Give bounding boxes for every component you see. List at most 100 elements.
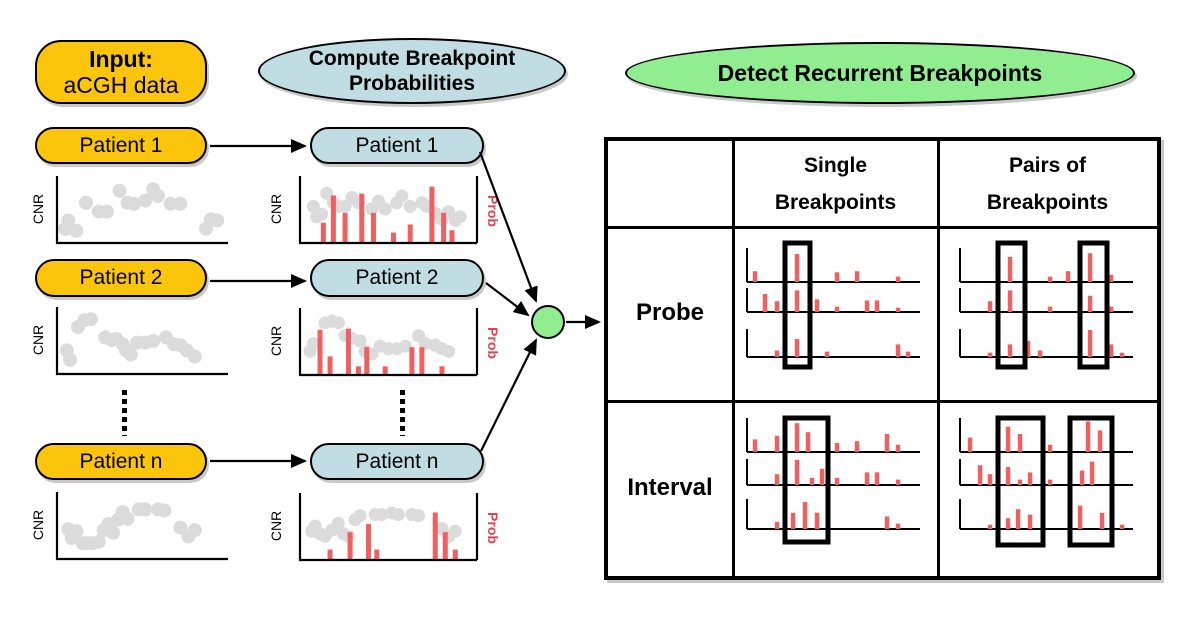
cnr-scatter-chart-patient-1 bbox=[55, 176, 228, 245]
mini-bar bbox=[1007, 256, 1013, 282]
cnr-dot bbox=[151, 189, 165, 203]
header-pairs-line2: Breakpoints bbox=[986, 191, 1109, 214]
prob-bar bbox=[330, 195, 336, 243]
cnr-dot bbox=[187, 523, 202, 538]
cnr-dot bbox=[187, 349, 202, 364]
mini-bar bbox=[1027, 472, 1033, 485]
mini-bar bbox=[809, 477, 815, 485]
prob-bar bbox=[407, 224, 413, 243]
mini-bar bbox=[819, 468, 825, 485]
mini-bar bbox=[895, 276, 901, 282]
prob-bar bbox=[391, 232, 397, 243]
header-single-line1: Single bbox=[803, 154, 867, 177]
header-single-line2: Breakpoints bbox=[774, 191, 897, 214]
cell-chart-interval-single bbox=[746, 415, 920, 545]
compute-node-title: Compute Breakpoint bbox=[308, 47, 516, 70]
mini-bar bbox=[987, 474, 993, 485]
cnr-axis-label: CNR bbox=[30, 193, 46, 225]
patient-2-prob-label: Patient 2 bbox=[355, 266, 439, 289]
cnr-dot bbox=[338, 199, 352, 213]
prob-bar bbox=[370, 212, 376, 243]
cnr-axis-label: CNR bbox=[268, 510, 284, 542]
cnr-dot bbox=[353, 334, 367, 348]
axis bbox=[55, 492, 228, 561]
prob-bar bbox=[439, 366, 445, 375]
mini-bar bbox=[774, 521, 780, 529]
cnr-dot bbox=[69, 524, 84, 539]
axis bbox=[298, 493, 477, 562]
mini-bar bbox=[895, 444, 901, 452]
cnr-dot bbox=[453, 210, 467, 224]
patient-1-prob-label: Patient 1 bbox=[355, 133, 439, 157]
cnr-dot bbox=[403, 199, 417, 213]
cnr-dot bbox=[418, 337, 432, 351]
mini-bar bbox=[1047, 306, 1053, 312]
mini-bar bbox=[790, 512, 796, 529]
ellipsis-prob-column bbox=[400, 390, 405, 436]
prob-chart-patient-1 bbox=[298, 176, 479, 245]
header-pairs-line1: Pairs of bbox=[1008, 154, 1087, 177]
merge-node bbox=[531, 305, 565, 339]
mini-bar bbox=[752, 439, 758, 452]
cnr-dot bbox=[331, 316, 345, 330]
cnr-dot bbox=[315, 207, 329, 221]
cnr-axis-label: CNR bbox=[268, 193, 284, 225]
mini-bar bbox=[874, 300, 880, 312]
table-header-pairs-breakpoints: Pairs of Breakpoints bbox=[940, 145, 1155, 223]
mini-bar bbox=[774, 350, 780, 357]
compute-node-subtitle: Probabilities bbox=[348, 72, 476, 95]
mini-bar bbox=[1077, 505, 1083, 529]
mini-bar bbox=[1027, 514, 1033, 529]
mini-bar bbox=[1065, 271, 1071, 282]
patient-n-input-pill: Patient n bbox=[35, 443, 207, 480]
ellipsis-input-column bbox=[122, 390, 127, 436]
cnr-dot bbox=[378, 202, 392, 216]
mini-bar bbox=[814, 512, 820, 529]
mini-bar bbox=[1005, 518, 1011, 529]
interval-label: Interval bbox=[627, 474, 713, 501]
mini-bar bbox=[987, 301, 993, 312]
prob-chart-patient-n bbox=[298, 493, 479, 562]
highlight-box bbox=[782, 415, 831, 545]
mini-bar bbox=[774, 435, 780, 452]
mini-bar bbox=[1119, 352, 1125, 357]
table-vline bbox=[732, 141, 735, 576]
input-node: Input: aCGH data bbox=[35, 40, 207, 104]
cell-chart-probe-single bbox=[746, 240, 920, 370]
axis bbox=[298, 176, 477, 245]
mini-bar bbox=[987, 352, 993, 357]
mini-bar bbox=[1007, 344, 1013, 357]
cnr-dot bbox=[173, 196, 188, 211]
mini-bar bbox=[1037, 350, 1043, 357]
mini-bar bbox=[794, 423, 800, 452]
cnr-dot bbox=[448, 524, 462, 538]
cell-chart-interval-pairs bbox=[959, 415, 1133, 548]
mini-bar bbox=[1017, 479, 1023, 485]
patient-2-prob-pill: Patient 2 bbox=[310, 259, 484, 297]
mini-bar bbox=[864, 472, 870, 485]
patient-1-input-label: Patient 1 bbox=[79, 133, 163, 157]
prob-bar bbox=[429, 186, 435, 243]
mini-bar bbox=[1005, 426, 1011, 452]
prob-bar bbox=[342, 212, 348, 243]
prob-bar bbox=[347, 532, 353, 560]
prob-axis-label: Prob bbox=[485, 512, 501, 544]
mini-bar bbox=[967, 437, 973, 452]
mini-bar bbox=[977, 465, 983, 485]
cnr-dot bbox=[375, 508, 389, 522]
cnr-dot bbox=[331, 516, 345, 530]
patient-n-prob-label: Patient n bbox=[355, 449, 439, 473]
mini-bar bbox=[805, 432, 811, 452]
cnr-dot bbox=[69, 223, 84, 238]
probe-label: Probe bbox=[635, 299, 704, 326]
mini-bar bbox=[854, 271, 860, 282]
cnr-dot bbox=[127, 196, 141, 211]
mini-bar bbox=[752, 271, 758, 282]
axis bbox=[55, 307, 228, 376]
prob-bar bbox=[317, 329, 323, 375]
mini-bar bbox=[1047, 444, 1053, 452]
highlight-box bbox=[1077, 240, 1110, 370]
cnr-dot bbox=[112, 183, 127, 198]
prob-bar bbox=[452, 549, 458, 560]
mini-bar bbox=[1108, 306, 1114, 312]
